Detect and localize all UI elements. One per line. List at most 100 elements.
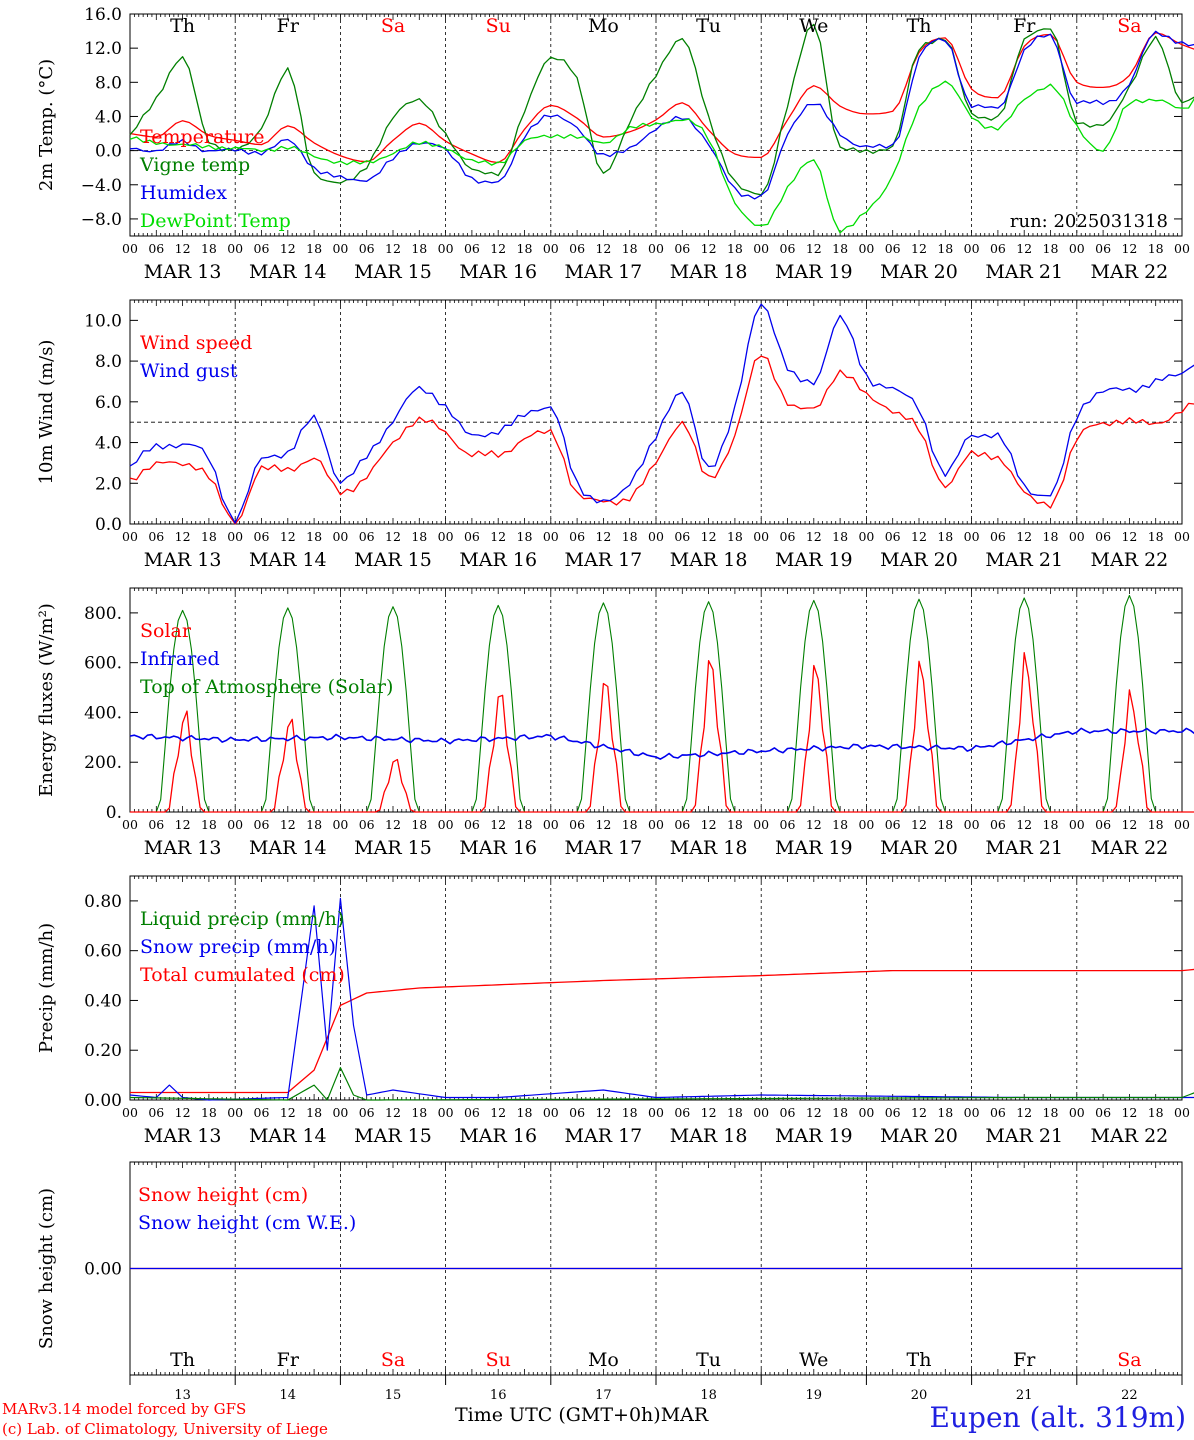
hour-tick-label: 00 [122, 817, 138, 832]
hour-tick-label: 00 [964, 1105, 980, 1120]
day-label-bottom: Tu [696, 1349, 721, 1371]
date-number-label: 15 [385, 1388, 402, 1403]
hour-tick-label: 06 [885, 1105, 901, 1120]
y-tick-label: 12.0 [84, 39, 122, 59]
x-axis-title: Time UTC (GMT+0h)MAR [455, 1404, 708, 1426]
hour-tick-label: 00 [964, 529, 980, 544]
hour-tick-label: 00 [1069, 817, 1085, 832]
date-label: MAR 17 [565, 837, 643, 859]
date-label: MAR 19 [775, 837, 853, 859]
hour-tick-label: 18 [1043, 241, 1059, 256]
hour-tick-label: 12 [385, 817, 401, 832]
date-label: MAR 18 [670, 1125, 748, 1147]
hour-tick-label: 12 [1121, 529, 1137, 544]
hour-tick-label: 00 [332, 529, 348, 544]
series-vigne-temp [129, 23, 1194, 196]
date-label: MAR 14 [249, 261, 327, 283]
hour-tick-label: 18 [201, 1105, 217, 1120]
hour-tick-label: 06 [780, 817, 796, 832]
hour-tick-label: 18 [306, 241, 322, 256]
hour-tick-label: 18 [727, 817, 743, 832]
date-label: MAR 22 [1091, 837, 1169, 859]
hour-tick-label: 06 [254, 1105, 270, 1120]
y-tick-label: 0.0 [95, 142, 122, 162]
hour-tick-label: 12 [1016, 1105, 1032, 1120]
date-label: MAR 17 [565, 261, 643, 283]
hour-tick-label: 12 [911, 529, 927, 544]
hour-tick-label: 18 [306, 529, 322, 544]
series-total-cumulated [130, 968, 1194, 1094]
legend-entry: Total cumulated (cm) [140, 964, 345, 986]
day-label-top: Sa [1117, 15, 1141, 37]
hour-tick-label: 18 [622, 817, 638, 832]
hour-tick-label: 06 [464, 1105, 480, 1120]
series-infrared [129, 727, 1194, 760]
date-label: MAR 16 [459, 837, 537, 859]
hour-tick-label: 06 [1095, 1105, 1111, 1120]
hour-tick-label: 12 [280, 817, 296, 832]
hour-tick-label: 12 [280, 1105, 296, 1120]
y-tick-label: 4.0 [95, 107, 122, 127]
y-axis-label: 10m Wind (m/s) [36, 340, 57, 485]
series-solar [130, 652, 1194, 813]
date-label: MAR 15 [354, 837, 432, 859]
hour-tick-label: 12 [595, 241, 611, 256]
date-label: MAR 21 [985, 837, 1063, 859]
hour-tick-label: 06 [780, 529, 796, 544]
date-label: MAR 13 [144, 1125, 222, 1147]
hour-tick-label: 00 [1174, 1105, 1190, 1120]
hour-tick-label: 06 [569, 529, 585, 544]
hour-tick-label: 18 [937, 1105, 953, 1120]
day-label-bottom: Su [486, 1349, 511, 1371]
y-tick-label: 0.0 [95, 515, 122, 535]
hour-tick-label: 00 [438, 241, 454, 256]
y-tick-label: 0.60 [84, 942, 122, 962]
date-number-label: 14 [280, 1388, 297, 1403]
y-tick-label: 0.40 [84, 991, 122, 1011]
hour-tick-label: 18 [411, 1105, 427, 1120]
run-label: run: 2025031318 [1010, 211, 1168, 232]
day-label-top: Mo [588, 15, 619, 37]
x-axis-title-text: Time UTC (GMT+0h) [455, 1404, 661, 1426]
hour-tick-label: 18 [201, 241, 217, 256]
day-label-bottom: Mo [588, 1349, 619, 1371]
y-tick-label: 0. [106, 803, 122, 823]
hour-tick-label: 00 [648, 1105, 664, 1120]
y-axis-label: Precip (mm/h) [36, 923, 57, 1053]
hour-tick-label: 00 [753, 817, 769, 832]
hour-tick-label: 06 [359, 529, 375, 544]
legend-entry: Wind speed [140, 332, 252, 354]
hour-tick-label: 00 [227, 817, 243, 832]
hour-tick-label: 18 [201, 529, 217, 544]
hour-tick-label: 12 [490, 241, 506, 256]
date-number-label: 20 [911, 1388, 928, 1403]
hour-tick-label: 12 [1121, 1105, 1137, 1120]
y-tick-label: 4.0 [95, 434, 122, 454]
hour-tick-label: 00 [332, 1105, 348, 1120]
y-tick-label: 0.00 [84, 1091, 122, 1111]
date-label: MAR 17 [565, 549, 643, 571]
date-label: MAR 16 [459, 1125, 537, 1147]
y-axis-label: 2m Temp. (°C) [36, 59, 57, 191]
date-label: MAR 17 [565, 1125, 643, 1147]
legend-entry: Snow precip (mm/h) [140, 936, 336, 958]
date-label: MAR 20 [880, 1125, 958, 1147]
date-label: MAR 20 [880, 549, 958, 571]
hour-tick-label: 06 [674, 817, 690, 832]
hour-tick-label: 00 [858, 241, 874, 256]
legend-entry: Vigne temp [139, 154, 250, 176]
hour-tick-label: 18 [517, 817, 533, 832]
hour-tick-label: 12 [595, 1105, 611, 1120]
hour-tick-label: 00 [227, 241, 243, 256]
hour-tick-label: 18 [411, 529, 427, 544]
y-tick-label: 8.0 [95, 73, 122, 93]
hour-tick-label: 00 [543, 1105, 559, 1120]
hour-tick-label: 00 [1069, 529, 1085, 544]
date-label: MAR 21 [985, 261, 1063, 283]
hour-tick-label: 12 [1121, 241, 1137, 256]
hour-tick-label: 12 [280, 529, 296, 544]
hour-tick-label: 06 [359, 241, 375, 256]
hour-tick-label: 18 [1043, 529, 1059, 544]
hour-tick-label: 06 [674, 1105, 690, 1120]
day-label-top: Th [170, 15, 195, 37]
